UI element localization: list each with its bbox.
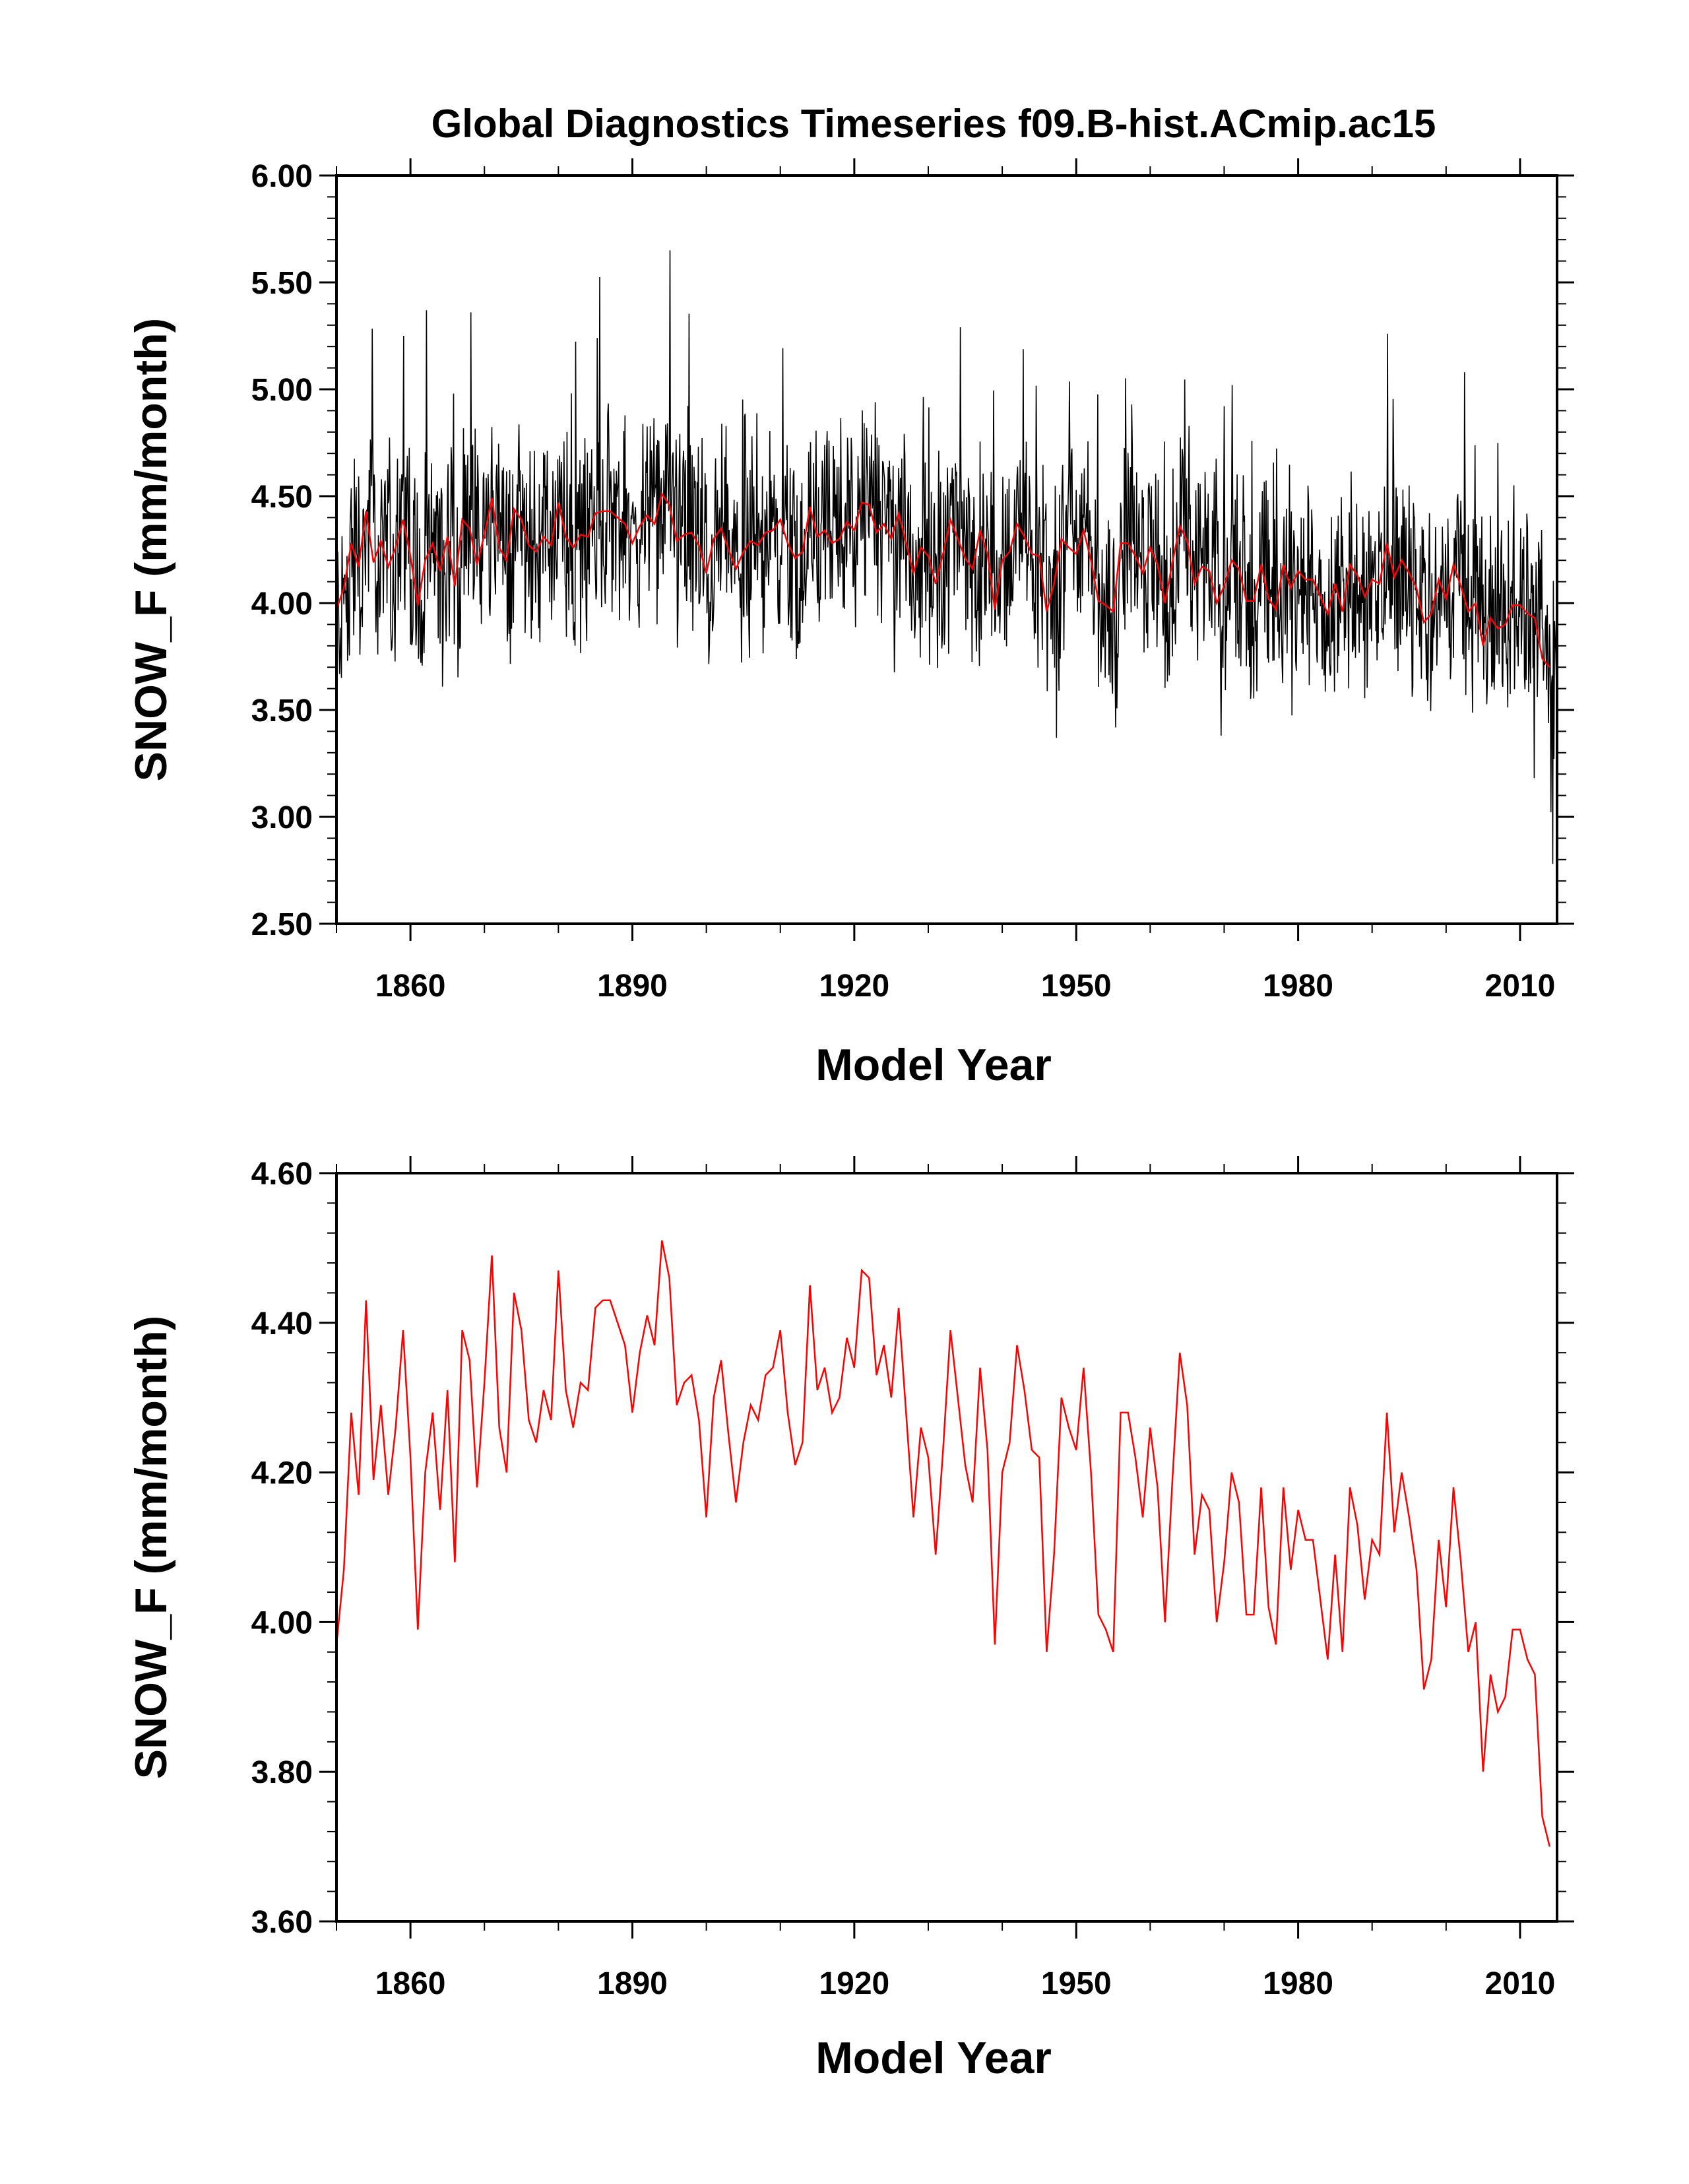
top-chart-xlabel: Model Year [815, 1040, 1052, 1090]
xtick-label: 1980 [1263, 1966, 1333, 2001]
ytick-label: 4.20 [251, 1456, 313, 1491]
xtick-label: 1980 [1263, 969, 1333, 1004]
top-chart-ylabel: SNOW_F (mm/month) [126, 318, 176, 782]
ytick-label: 4.50 [251, 480, 313, 515]
ytick-label: 5.50 [251, 266, 313, 301]
xtick-label: 2010 [1485, 1966, 1556, 2001]
bottom-chart-ylabel: SNOW_F (mm/month) [126, 1316, 176, 1780]
ytick-label: 3.00 [251, 800, 313, 835]
top-chart-ytick-labels: 2.50 3.00 3.50 4.00 4.50 5.00 5.50 6.00 [251, 159, 313, 942]
ytick-label: 4.60 [251, 1157, 313, 1192]
ytick-label: 4.00 [251, 1605, 313, 1640]
ytick-label: 3.80 [251, 1755, 313, 1790]
xtick-label: 1920 [819, 969, 889, 1004]
bottom-chart-ytick-labels: 3.60 3.80 4.00 4.20 4.40 4.60 [251, 1157, 313, 1940]
bottom-chart-gridticks [319, 1156, 1574, 1939]
top-chart-frame [335, 174, 1558, 925]
xtick-label: 1950 [1041, 969, 1112, 1004]
top-chart-title: Global Diagnostics Timeseries f09.B-hist… [431, 102, 1436, 146]
bottom-chart-frame [335, 1172, 1558, 1923]
bottom-chart: 3.60 3.80 4.00 4.20 4.40 4.60 1860 1890 1920 195… [126, 1156, 1574, 2083]
ytick-label: 2.50 [251, 907, 313, 942]
ytick-label: 5.00 [251, 373, 313, 408]
bottom-chart-xlabel: Model Year [815, 2033, 1052, 2083]
ytick-label: 3.50 [251, 693, 313, 728]
ytick-label: 4.40 [251, 1306, 313, 1341]
ytick-label: 3.60 [251, 1905, 313, 1940]
annual-series-line [335, 1240, 1551, 1847]
top-chart-gridticks [319, 158, 1574, 941]
xtick-label: 1920 [819, 1966, 889, 2001]
monthly-series-line [336, 250, 1557, 864]
xtick-label: 1890 [597, 1966, 668, 2001]
top-chart-plot-area [335, 250, 1557, 864]
top-chart: Global Diagnostics Timeseries f09.B-hist… [126, 102, 1574, 1090]
xtick-label: 1860 [375, 969, 446, 1004]
bottom-chart-xtick-labels: 1860 1890 1920 1950 1980 2010 [375, 1966, 1556, 2001]
annual-series-line [335, 492, 1550, 668]
xtick-label: 1950 [1041, 1966, 1112, 2001]
ytick-label: 4.00 [251, 587, 313, 622]
xtick-label: 2010 [1485, 969, 1556, 1004]
bottom-chart-plot-area [335, 1240, 1551, 1847]
ytick-label: 6.00 [251, 159, 313, 194]
xtick-label: 1890 [597, 969, 668, 1004]
xtick-label: 1860 [375, 1966, 446, 2001]
top-chart-xtick-labels: 1860 1890 1920 1950 1980 2010 [375, 969, 1556, 1004]
